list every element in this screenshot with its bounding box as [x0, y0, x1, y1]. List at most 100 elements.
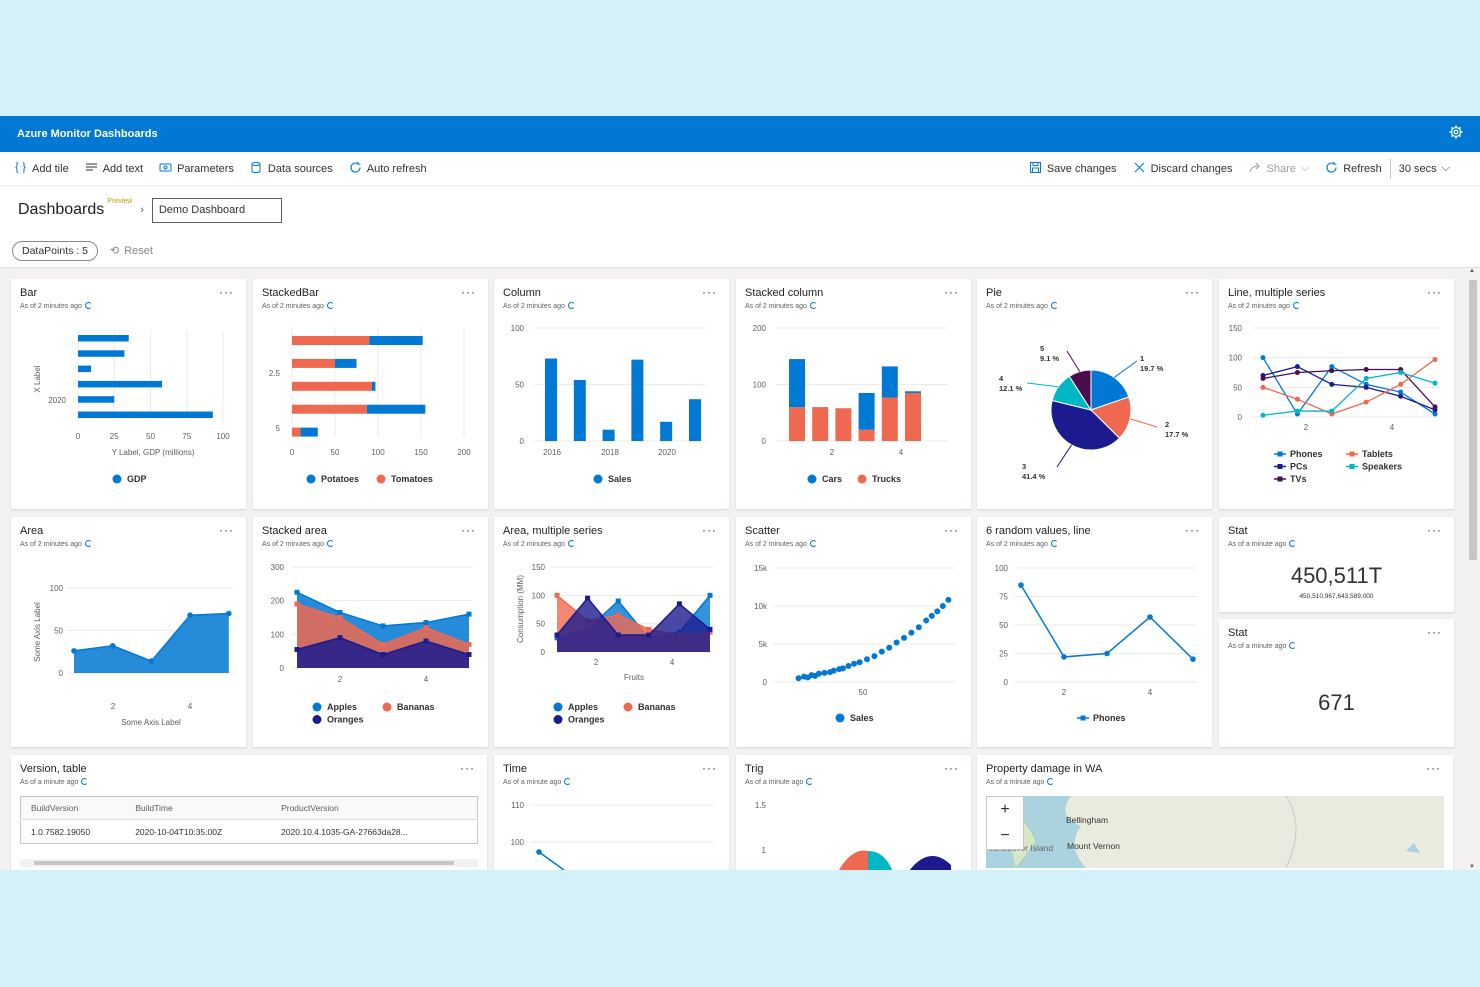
data-point [1432, 404, 1438, 410]
scrollbar-thumb[interactable] [1469, 280, 1477, 560]
parameters-button[interactable]: Parameters [159, 161, 234, 177]
tick-label: 100 [753, 381, 767, 390]
zoom-in-button[interactable]: + [1000, 801, 1010, 818]
tile-trig[interactable]: Trig As of a minute ago ··· 1.5 1 [736, 755, 971, 870]
tile-stackedcolumn[interactable]: Stacked column As of 2 minutes ago ··· 0 100… [736, 279, 971, 509]
timestamp-text: As of 2 minutes ago [986, 303, 1048, 310]
tile-version[interactable]: Version, table As of a minute ago ··· Build… [11, 755, 487, 870]
column-header[interactable]: ProductVersion [271, 796, 478, 820]
vertical-scrollbar[interactable]: ▲ ▼ [1466, 268, 1480, 870]
data-point [1260, 355, 1266, 361]
tile-map[interactable]: Property damage in WA As of a minute ago ·… [977, 755, 1453, 870]
legend-label: Bananas [638, 702, 676, 712]
refresh-interval-dropdown[interactable]: 30 secs ⌵ [1399, 162, 1450, 175]
version-table: BuildVersion BuildTime ProductVersion 1.0.7… [20, 796, 478, 844]
legend-marker [306, 474, 316, 484]
more-options-icon[interactable]: ··· [1185, 285, 1200, 299]
share-button[interactable]: Share ⌵ [1249, 161, 1309, 177]
tick-label: 2 [1304, 423, 1309, 432]
legend-label: Oranges [327, 715, 364, 725]
tile-areamulti[interactable]: Area, multiple series As of 2 minutes ago… [494, 517, 729, 747]
breadcrumb: Dashboards Preview › Demo Dashboard [0, 186, 1480, 234]
data-point [1363, 384, 1369, 390]
tile-scatter[interactable]: Scatter As of 2 minutes ago ··· 0 5k 10k 15k 50… [736, 517, 971, 747]
tick-label: 2 [338, 675, 343, 684]
tile-line[interactable]: Line, multiple series As of 2 minutes ago… [1219, 279, 1454, 509]
add-tile-button[interactable]: Add tile [14, 161, 69, 177]
add-text-button[interactable]: Add text [85, 161, 143, 177]
tile-title: Stacked column [745, 287, 824, 299]
tile-stackedarea[interactable]: Stacked area As of 2 minutes ago ··· 0 100 20… [253, 517, 488, 747]
data-point [1432, 380, 1438, 386]
more-options-icon[interactable]: ··· [702, 761, 717, 775]
tile-timestamp: As of 2 minutes ago [986, 540, 1058, 548]
tile-column[interactable]: Column As of 2 minutes ago ··· 0 50 100 2016 20… [494, 279, 729, 509]
more-options-icon[interactable]: ··· [944, 285, 959, 299]
more-options-icon[interactable]: ··· [944, 523, 959, 537]
timestamp-text: As of 2 minutes ago [1228, 303, 1290, 310]
more-options-icon[interactable]: ··· [460, 761, 475, 775]
legend-label: Apples [327, 702, 357, 712]
legend-marker [312, 702, 322, 712]
more-options-icon[interactable]: ··· [702, 285, 717, 299]
reset-label: Reset [124, 244, 153, 257]
series-line [1262, 368, 1436, 408]
more-options-icon[interactable]: ··· [944, 761, 959, 775]
datapoints-parameter-pill[interactable]: DataPoints : 5 [12, 240, 98, 261]
save-changes-button[interactable]: Save changes [1029, 161, 1117, 177]
save-icon [1029, 161, 1042, 177]
refresh-button[interactable]: Refresh [1325, 161, 1382, 177]
more-options-icon[interactable]: ··· [1427, 523, 1442, 537]
more-options-icon[interactable]: ··· [461, 285, 476, 299]
more-options-icon[interactable]: ··· [1427, 625, 1442, 639]
timestamp-text: As of a minute ago [20, 779, 79, 786]
share-label: Share [1266, 162, 1296, 175]
legend-label: Trucks [872, 474, 901, 484]
pie-slice [1068, 369, 1092, 412]
column-header[interactable]: BuildVersion [20, 796, 126, 820]
tile-stat1[interactable]: Stat As of a minute ago ··· 450,511T 450,510… [1219, 517, 1454, 612]
data-sources-button[interactable]: Data sources [250, 161, 333, 177]
slice-percent: 12.1 % [999, 384, 1023, 393]
tick-label: 100 [511, 324, 525, 333]
tile-area[interactable]: Area As of 2 minutes ago ··· 0 50 100 2 4 Some A… [11, 517, 246, 747]
page-title[interactable]: Dashboards [18, 201, 105, 218]
scroll-down-icon[interactable]: ▼ [1469, 864, 1475, 870]
data-point [945, 596, 952, 603]
tile-stat2[interactable]: Stat As of a minute ago ··· 671 [1219, 619, 1454, 747]
more-options-icon[interactable]: ··· [1185, 523, 1200, 537]
dashboard-name-field[interactable]: Demo Dashboard [151, 197, 282, 223]
data-point [1018, 582, 1024, 588]
settings-gear-icon[interactable] [1449, 125, 1463, 144]
tick-label: 50 [1233, 383, 1242, 392]
column-header[interactable]: BuildTime [125, 796, 272, 820]
bar-rect [366, 404, 426, 414]
reset-button[interactable]: ⟲ Reset [110, 244, 153, 258]
tile-bar[interactable]: Bar As of 2 minutes ago ··· 0 25 50 75 100 2020 X… [11, 279, 246, 509]
tile-pie[interactable]: Pie As of 2 minutes ago ··· 1 19.7 % 2 17.7 % 3… [977, 279, 1212, 509]
chart-svg: 0 50 100 150 200 2.5 5 Potatoes Tomatoes [269, 327, 471, 484]
more-options-icon[interactable]: ··· [461, 523, 476, 537]
tile-timestamp: As of 2 minutes ago [503, 302, 575, 310]
legend-label: Bananas [397, 702, 435, 712]
tile-random[interactable]: 6 random values, line As of 2 minutes ago… [977, 517, 1212, 747]
bar-rect [300, 427, 318, 437]
more-options-icon[interactable]: ··· [1427, 285, 1442, 299]
horizontal-scrollbar[interactable] [20, 859, 478, 867]
auto-refresh-button[interactable]: Auto refresh [349, 161, 427, 177]
scrollbar-thumb[interactable] [34, 861, 454, 865]
tick-label: 2020 [48, 396, 66, 405]
more-options-icon[interactable]: ··· [219, 523, 234, 537]
tile-time[interactable]: Time As of a minute ago ··· 110 100 [494, 755, 729, 870]
zoom-out-button[interactable]: − [1000, 827, 1010, 844]
more-options-icon[interactable]: ··· [702, 523, 717, 537]
bar-rect [78, 411, 213, 418]
data-point [1329, 368, 1335, 374]
more-options-icon[interactable]: ··· [1426, 761, 1441, 775]
discard-changes-button[interactable]: Discard changes [1133, 161, 1233, 177]
scroll-up-icon[interactable]: ▲ [1469, 268, 1475, 274]
tile-stackedbar[interactable]: StackedBar As of 2 minutes ago ··· 0 50 100 15… [253, 279, 488, 509]
table-row[interactable]: 1.0.7582.19050 2020-10-04T10:35:00Z 2020.1… [21, 820, 478, 844]
more-options-icon[interactable]: ··· [219, 285, 234, 299]
